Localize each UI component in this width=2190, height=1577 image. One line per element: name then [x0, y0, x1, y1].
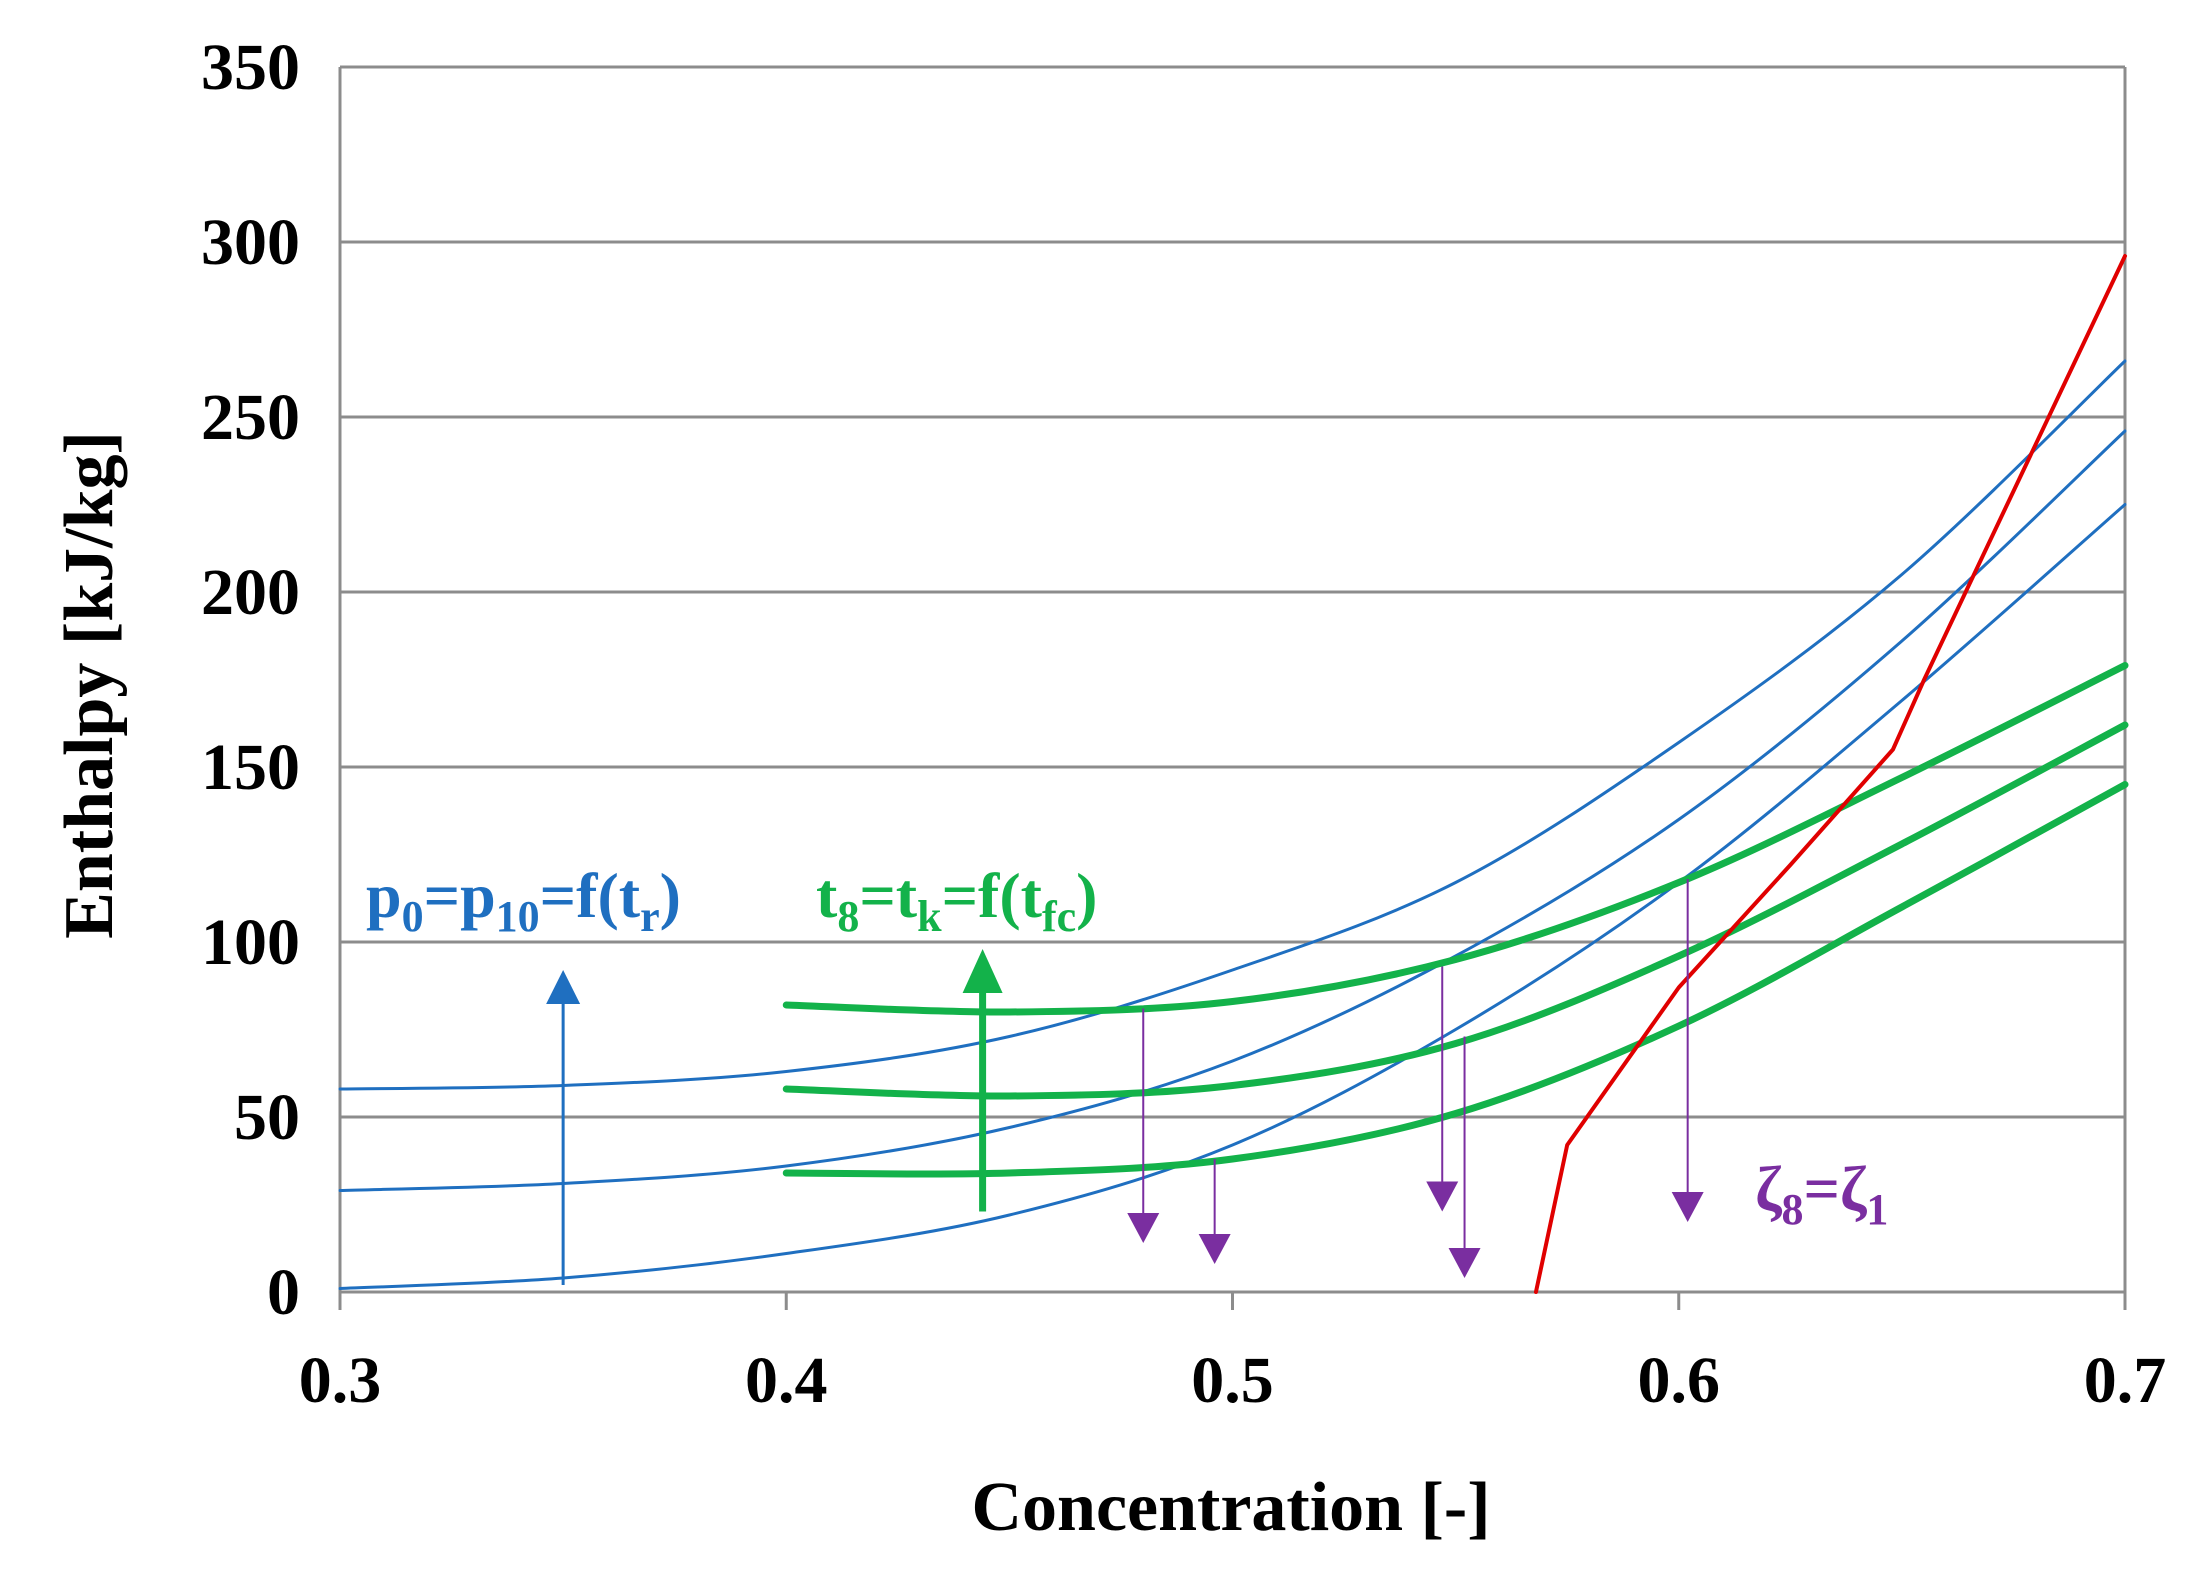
y-tick-label-100: 100 [201, 906, 300, 979]
purple-arrow-4-head [1448, 1248, 1481, 1278]
series-line-green-2 [782, 721, 2129, 1100]
x-axis-title: Concentration [-] [971, 1469, 1490, 1546]
purple-arrow-1-head [1127, 1213, 1160, 1243]
blue-pressure-arrow-head [546, 970, 581, 1004]
y-axis-title: Enthalpy [kJ/kg] [51, 431, 128, 939]
series-line-blue-1 [338, 359, 2127, 1091]
purple-arrow-2-head [1198, 1234, 1231, 1264]
y-tick-label-200: 200 [201, 556, 300, 629]
series-line-blue-3 [338, 503, 2127, 1290]
purple-arrow-3-head [1426, 1181, 1459, 1212]
green-temperature-arrow-head [962, 949, 1003, 993]
series-line-blue-2 [338, 429, 2127, 1192]
series-line-red [1533, 254, 2127, 1294]
grid-lines [338, 65, 2127, 1310]
temperature-annotation: t8=tk=f(tfc) [816, 860, 1097, 941]
pressure-annotation: p0=p10=f(tr) [366, 860, 681, 941]
x-tick-label-0.5: 0.5 [1191, 1344, 1274, 1417]
arrow-layer [546, 879, 1704, 1285]
y-tick-label-50: 50 [234, 1081, 300, 1154]
series-line-green-3 [782, 781, 2129, 1178]
x-tick-label-0.4: 0.4 [745, 1344, 828, 1417]
x-tick-label-0.7: 0.7 [2084, 1344, 2167, 1417]
x-tick-label-0.6: 0.6 [1638, 1344, 1721, 1417]
series-line-green-1 [782, 662, 2129, 1016]
y-tick-label-300: 300 [201, 206, 300, 279]
concentration-annotation: ζ8=ζ1 [1755, 1153, 1888, 1234]
tick-labels: 0 50 100 150 200 250 300 350 0.3 0.4 0.5 0.6 0.7 [201, 31, 2166, 1417]
x-tick-label-0.3: 0.3 [299, 1344, 382, 1417]
y-tick-label-0: 0 [267, 1256, 300, 1329]
y-tick-label-250: 250 [201, 381, 300, 454]
series-layer [338, 254, 2129, 1294]
y-tick-label-150: 150 [201, 731, 300, 804]
purple-arrow-5-head [1671, 1192, 1704, 1222]
y-tick-label-350: 350 [201, 31, 300, 104]
